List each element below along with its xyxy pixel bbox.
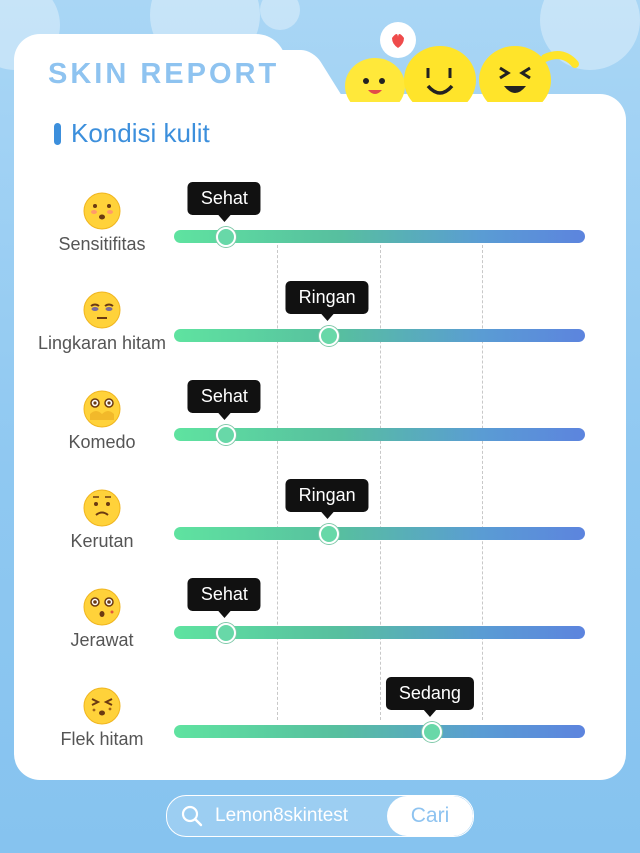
- level-indicator: [216, 623, 237, 643]
- condition-row: Jerawat Sehat: [14, 564, 626, 663]
- level-track: [174, 428, 585, 441]
- condition-row: Kerutan Ringan: [14, 465, 626, 564]
- condition-label: Komedo: [68, 432, 136, 452]
- level-indicator: [216, 425, 237, 445]
- condition-label: Lingkaran hitam: [37, 333, 167, 353]
- lemon-mascots-icon: [345, 22, 579, 102]
- level-track: [174, 626, 585, 639]
- condition-label: Flek hitam: [60, 729, 144, 749]
- level-track: [174, 725, 585, 738]
- level-indicator: [216, 227, 237, 247]
- level-tooltip: Sehat: [187, 578, 261, 618]
- level-divider: [482, 240, 483, 720]
- condition-row: Lingkaran hitam Ringan: [14, 267, 626, 366]
- surprised-face-icon: [83, 588, 121, 626]
- condition-label: Sensitifitas: [58, 234, 146, 254]
- level-track: [174, 329, 585, 342]
- level-indicator: [319, 326, 340, 346]
- search-icon: [181, 805, 203, 827]
- level-divider: [380, 240, 381, 720]
- background-bubble: [260, 0, 300, 30]
- wrinkled-face-icon: [83, 489, 121, 527]
- level-indicator: [319, 524, 340, 544]
- level-tooltip: Sehat: [187, 182, 261, 222]
- squint-face-icon: [83, 687, 121, 725]
- condition-label: Jerawat: [70, 630, 134, 650]
- level-tooltip: Sehat: [187, 380, 261, 420]
- level-track: [174, 230, 585, 243]
- condition-row: Komedo Sehat: [14, 366, 626, 465]
- section-title-text: Kondisi kulit: [71, 118, 210, 148]
- level-track: [174, 527, 585, 540]
- section-marker: [54, 122, 61, 145]
- report-title: SKIN REPORT: [48, 58, 280, 90]
- level-tooltip: Ringan: [285, 281, 369, 321]
- pout-face-icon: [83, 192, 121, 230]
- level-divider: [277, 240, 278, 720]
- condition-row: Flek hitam Sedang: [14, 663, 626, 762]
- level-tooltip: Sedang: [385, 677, 474, 717]
- condition-row: Sensitifitas Sehat: [14, 168, 626, 267]
- search-query[interactable]: Lemon8skintest: [215, 805, 349, 826]
- section-title: Kondisi kulit: [54, 118, 210, 149]
- search-bar[interactable]: Lemon8skintest Cari: [166, 795, 474, 837]
- search-button[interactable]: Cari: [387, 796, 473, 836]
- condition-label: Kerutan: [70, 531, 134, 551]
- level-indicator: [421, 722, 442, 742]
- tired-eyes-face-icon: [83, 291, 121, 329]
- covered-face-icon: [83, 390, 121, 428]
- heart-bubble-icon: [380, 22, 416, 58]
- level-tooltip: Ringan: [285, 479, 369, 519]
